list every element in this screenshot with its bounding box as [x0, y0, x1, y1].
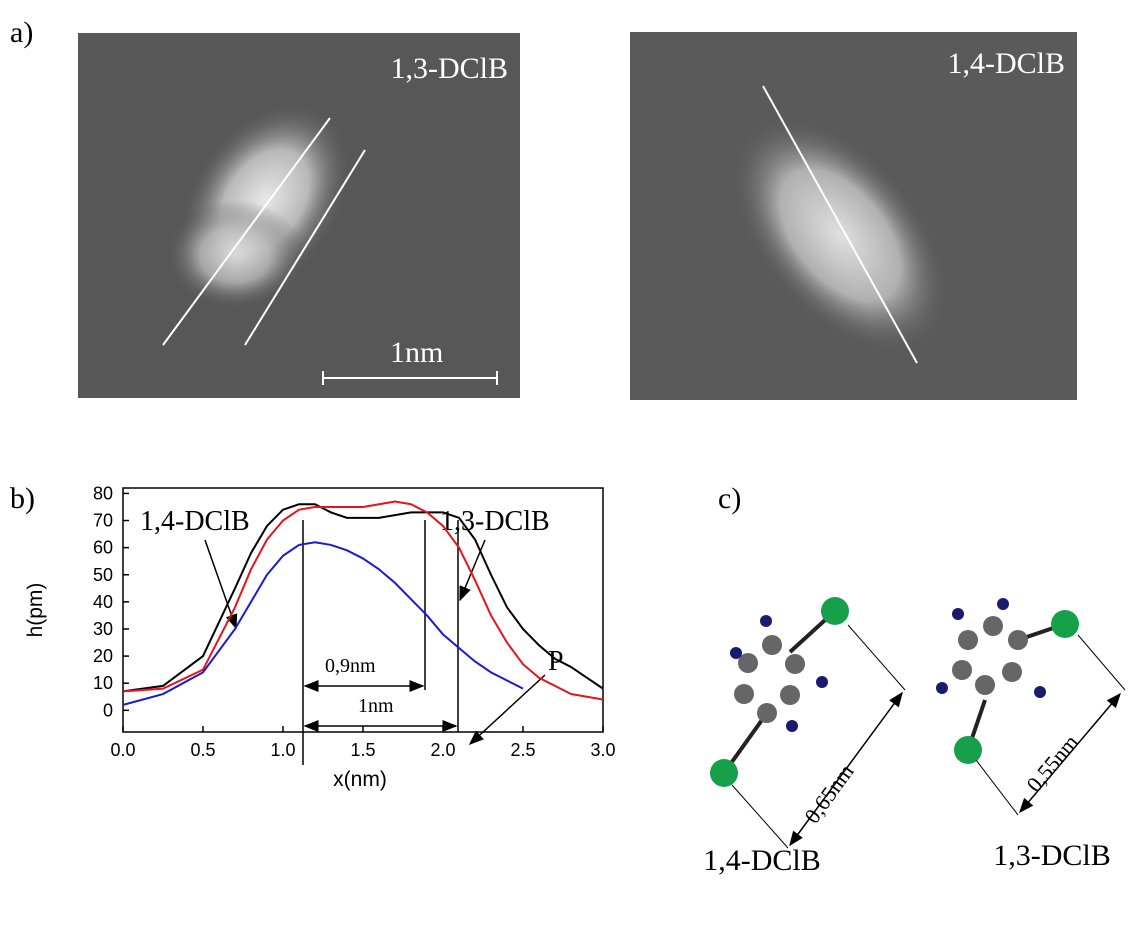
- data-line: [123, 542, 523, 705]
- molecule: 0,55nm 1,3-DClB: [936, 598, 1125, 872]
- distance-label: 0,65nm: [799, 759, 858, 828]
- y-tick-label: 40: [93, 592, 113, 612]
- y-tick-label: 10: [93, 673, 113, 693]
- x-tick-label: 1.0: [270, 740, 295, 760]
- x-tick-label: 0.5: [190, 740, 215, 760]
- scale-label: 1nm: [390, 336, 443, 369]
- stm-image: 1,3-DClB 1nm: [78, 33, 520, 398]
- annotation: 1,4-DClB: [140, 506, 250, 537]
- distance-label: 0,55nm: [1021, 730, 1083, 797]
- y-tick-label: 80: [93, 483, 113, 503]
- y-tick-label: 30: [93, 619, 113, 639]
- annotation-arrows: [205, 520, 545, 765]
- molecule-label: 1,3-DClB: [993, 839, 1111, 872]
- figure: a) b) c) 1,3-DClB 1nm 1,4-DClB x(nm) h(p…: [0, 0, 1132, 939]
- annotation: 1,3-DClB: [440, 506, 550, 537]
- x-tick-label: 3.0: [590, 740, 615, 760]
- panel-label: c): [718, 482, 741, 515]
- x-tick-label: 2.0: [430, 740, 455, 760]
- image-label: 1,4-DClB: [947, 47, 1065, 80]
- annotation: 0,9nm: [325, 655, 376, 677]
- molecule: 0,65nm 1,4-DClB: [703, 597, 905, 877]
- page: a) b) c) 1,3-DClB 1nm 1,4-DClB x(nm) h(p…: [0, 0, 1132, 939]
- y-tick-label: 50: [93, 565, 113, 585]
- y-tick-label: 70: [93, 511, 113, 531]
- y-tick-label: 0: [103, 700, 113, 720]
- x-tick-label: 0.0: [110, 740, 135, 760]
- x-axis-label: x(nm): [333, 768, 387, 791]
- annotation: 1nm: [358, 695, 394, 717]
- x-tick-label: 1.5: [350, 740, 375, 760]
- y-axis-label: h(pm): [24, 583, 47, 638]
- x-tick-label: 2.5: [510, 740, 535, 760]
- image-label: 1,3-DClB: [390, 52, 508, 85]
- panel-label: a): [10, 16, 33, 49]
- molecule-label: 1,4-DClB: [703, 844, 821, 877]
- panel-label: b): [10, 482, 35, 515]
- line-chart: x(nm) h(pm) 1,4-DClB 1,3-DClB P 0,9nm 1n…: [24, 483, 616, 791]
- y-tick-label: 20: [93, 646, 113, 666]
- y-tick-label: 60: [93, 538, 113, 558]
- stm-image: 1,4-DClB: [630, 32, 1077, 400]
